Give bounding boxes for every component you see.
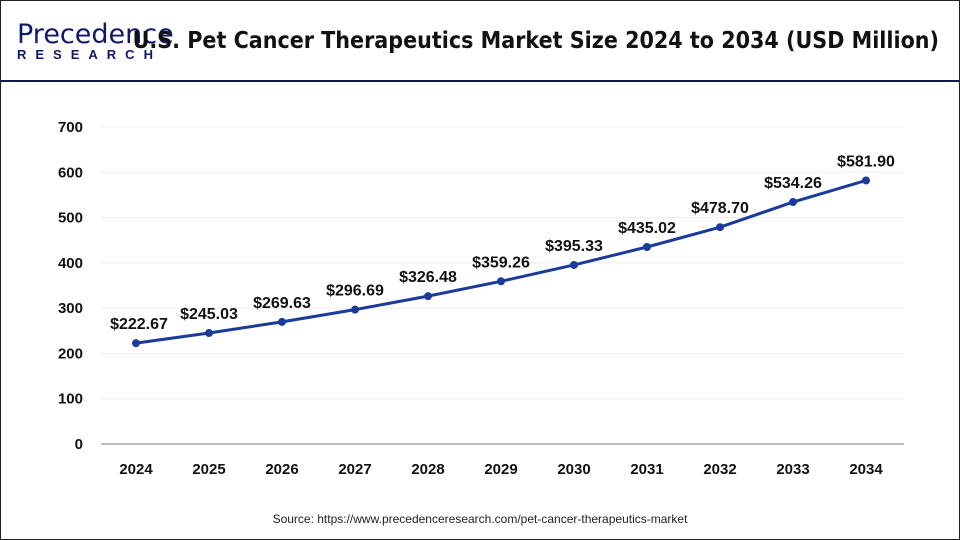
y-tick-label: 500 bbox=[58, 210, 83, 227]
data-point bbox=[643, 242, 651, 251]
data-point bbox=[789, 198, 797, 207]
data-point bbox=[862, 176, 870, 185]
header: Precedence RESEARCH U.S. Pet Cancer Ther… bbox=[1, 1, 959, 82]
data-point bbox=[570, 260, 578, 269]
x-tick-label: 2024 bbox=[119, 461, 153, 478]
data-label: $395.33 bbox=[545, 238, 603, 255]
x-tick-label: 2028 bbox=[411, 461, 444, 478]
data-point bbox=[278, 317, 286, 326]
data-point bbox=[497, 277, 505, 286]
x-tick-label: 2031 bbox=[630, 461, 663, 478]
data-point bbox=[351, 305, 359, 314]
data-point bbox=[205, 329, 213, 338]
data-point bbox=[132, 339, 140, 348]
logo-wordmark: Precedence bbox=[17, 19, 174, 50]
x-tick-label: 2025 bbox=[192, 461, 225, 478]
data-label: $581.90 bbox=[837, 153, 895, 170]
y-tick-label: 0 bbox=[75, 436, 83, 453]
y-tick-label: 200 bbox=[58, 345, 83, 362]
data-point bbox=[716, 223, 724, 232]
x-tick-label: 2034 bbox=[849, 461, 883, 478]
data-label: $269.63 bbox=[253, 295, 311, 312]
data-point bbox=[424, 292, 432, 301]
y-tick-label: 300 bbox=[58, 300, 83, 317]
data-label: $222.67 bbox=[110, 316, 168, 333]
x-tick-label: 2032 bbox=[703, 461, 736, 478]
logo-subtitle: RESEARCH bbox=[17, 47, 162, 62]
y-tick-label: 700 bbox=[58, 119, 83, 136]
data-label: $245.03 bbox=[180, 306, 238, 323]
chart-title: U.S. Pet Cancer Therapeutics Market Size… bbox=[132, 28, 939, 54]
x-tick-label: 2030 bbox=[557, 461, 590, 478]
source-note: Source: https://www.precedenceresearch.c… bbox=[272, 512, 688, 526]
y-tick-label: 100 bbox=[58, 391, 83, 408]
data-label: $359.26 bbox=[472, 254, 530, 271]
y-tick-label: 400 bbox=[58, 255, 83, 272]
logo: Precedence RESEARCH bbox=[17, 21, 174, 62]
data-label: $534.26 bbox=[764, 175, 822, 192]
data-label: $478.70 bbox=[691, 200, 749, 217]
x-tick-label: 2029 bbox=[484, 461, 517, 478]
y-tick-label: 600 bbox=[58, 164, 83, 181]
x-tick-label: 2026 bbox=[265, 461, 298, 478]
data-label: $435.02 bbox=[618, 220, 676, 237]
data-label: $296.69 bbox=[326, 283, 384, 300]
x-tick-label: 2027 bbox=[338, 461, 371, 478]
data-label: $326.48 bbox=[399, 269, 457, 286]
x-tick-label: 2033 bbox=[776, 461, 809, 478]
